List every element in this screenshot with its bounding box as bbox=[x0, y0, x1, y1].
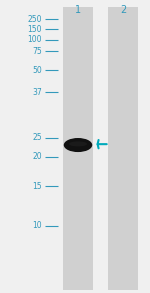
Text: 1: 1 bbox=[75, 5, 81, 15]
Text: 10: 10 bbox=[32, 221, 42, 230]
Text: 250: 250 bbox=[27, 15, 42, 23]
Text: 75: 75 bbox=[32, 47, 42, 56]
Text: 2: 2 bbox=[120, 5, 126, 15]
Ellipse shape bbox=[69, 142, 87, 146]
Bar bbox=[108, 7, 138, 290]
Text: 20: 20 bbox=[32, 152, 42, 161]
Text: 25: 25 bbox=[32, 133, 42, 142]
Text: 37: 37 bbox=[32, 88, 42, 97]
Text: 150: 150 bbox=[27, 25, 42, 34]
Text: 50: 50 bbox=[32, 66, 42, 75]
Bar bbox=[63, 7, 93, 290]
Text: 100: 100 bbox=[27, 35, 42, 44]
Text: 15: 15 bbox=[32, 182, 42, 190]
Ellipse shape bbox=[64, 138, 92, 152]
